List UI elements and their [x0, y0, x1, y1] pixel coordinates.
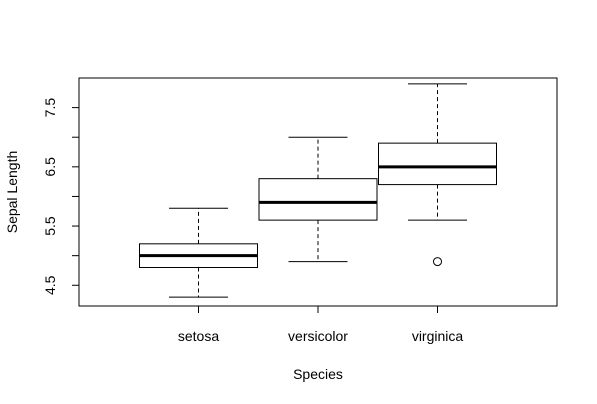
x-axis-label: Species	[293, 366, 343, 382]
iqr-box	[378, 142, 497, 186]
iqr-box	[258, 178, 378, 221]
boxes-layer	[139, 83, 497, 298]
outlier-point	[433, 257, 442, 267]
y-axis-label: Sepal Length	[4, 151, 20, 234]
x-tick-label-setosa: setosa	[178, 328, 219, 344]
x-tick-label-virginica: virginica	[412, 328, 464, 344]
y-tick-label: 4.5	[42, 275, 58, 295]
box-versicolor	[258, 136, 378, 263]
x-axis: setosa versicolor virginica	[178, 306, 464, 344]
box-virginica	[378, 83, 497, 267]
y-tick-label: 7.5	[42, 98, 58, 118]
y-axis: 4.5 5.5 6.5 7.5	[42, 98, 79, 295]
x-tick-label-versicolor: versicolor	[288, 328, 348, 344]
y-tick-label: 5.5	[42, 216, 58, 236]
y-tick-label: 6.5	[42, 157, 58, 177]
box-setosa	[139, 207, 258, 298]
